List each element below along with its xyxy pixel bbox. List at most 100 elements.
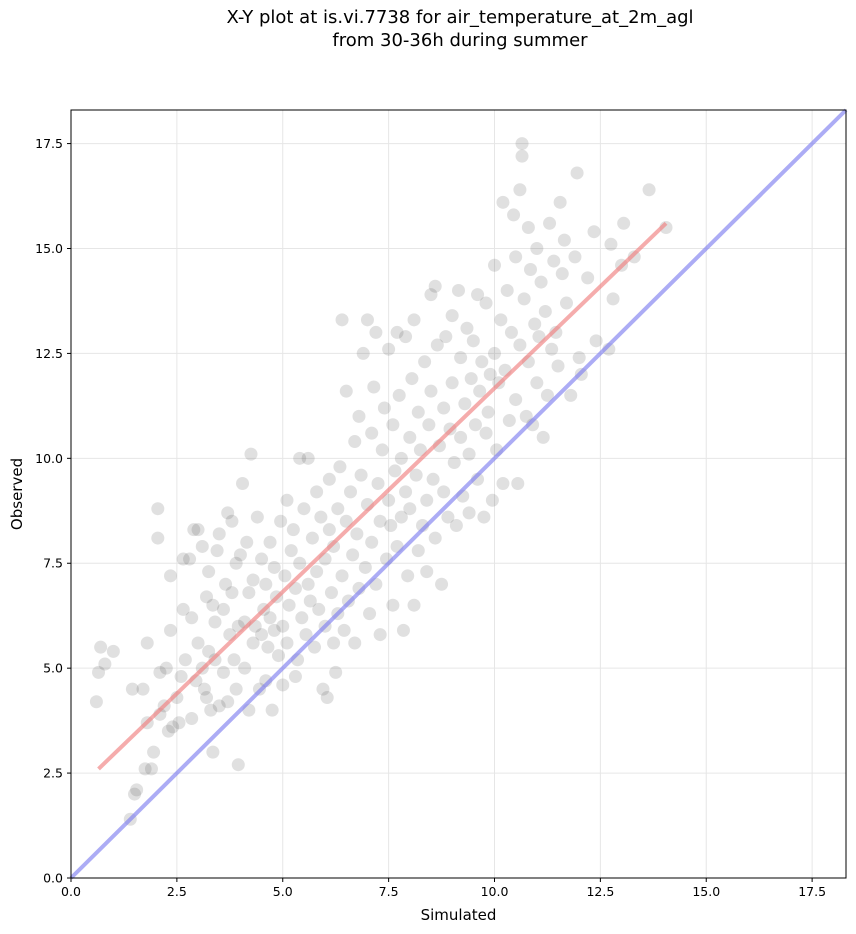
data-point (460, 321, 474, 335)
data-point (399, 330, 413, 344)
data-point (301, 577, 315, 591)
data-point (557, 233, 571, 247)
data-point (238, 661, 252, 675)
data-point (428, 531, 442, 545)
data-point (187, 523, 201, 537)
data-point (401, 569, 415, 583)
data-point (204, 703, 218, 717)
y-tick-label: 2.5 (43, 766, 63, 781)
data-point (278, 569, 292, 583)
data-point (293, 556, 307, 570)
data-point (369, 325, 383, 339)
data-point (308, 640, 322, 654)
data-point (545, 342, 559, 356)
data-point (468, 418, 482, 432)
data-point (538, 304, 552, 318)
data-point (352, 409, 366, 423)
data-point (350, 527, 364, 541)
data-point (272, 649, 286, 663)
data-point (267, 560, 281, 574)
data-point (159, 661, 173, 675)
data-point (185, 611, 199, 625)
data-point (333, 460, 347, 474)
data-point (441, 510, 455, 524)
data-point (399, 485, 413, 499)
data-point (225, 586, 239, 600)
data-point (439, 330, 453, 344)
data-point (390, 325, 404, 339)
data-point (94, 640, 108, 654)
data-point (386, 418, 400, 432)
data-point (572, 351, 586, 365)
data-point (265, 703, 279, 717)
data-point (551, 359, 565, 373)
data-point (346, 548, 360, 562)
data-point (471, 288, 485, 302)
data-point (536, 430, 550, 444)
data-point (392, 388, 406, 402)
data-point (176, 552, 190, 566)
data-point (496, 477, 510, 491)
axis-ticks: 0.0 2.5 5.0 7.5 10.0 12.5 15.0 17.5 0.0 2.5 5.0 7.5… (35, 136, 826, 899)
data-point (282, 598, 296, 612)
data-point (202, 644, 216, 658)
data-point (375, 443, 389, 457)
data-point (227, 653, 241, 667)
data-point (339, 384, 353, 398)
data-point (513, 183, 527, 197)
data-point (128, 787, 142, 801)
data-point (462, 447, 476, 461)
data-point (547, 254, 561, 268)
y-tick-label: 5.0 (43, 661, 63, 676)
data-point (365, 535, 379, 549)
data-point (322, 523, 336, 537)
data-point (435, 577, 449, 591)
data-point (244, 447, 258, 461)
data-point (310, 485, 324, 499)
data-point (403, 430, 417, 444)
data-point (504, 325, 518, 339)
data-point (147, 745, 161, 759)
data-point (229, 556, 243, 570)
data-point (475, 355, 489, 369)
data-point (447, 456, 461, 470)
data-point (255, 628, 269, 642)
data-point (528, 317, 542, 331)
data-point (259, 577, 273, 591)
chart-title: X-Y plot at is.vi.7738 for air_temperatu… (226, 7, 694, 51)
data-point (477, 510, 491, 524)
data-point (200, 590, 214, 604)
data-point (507, 208, 521, 222)
data-point (371, 477, 385, 491)
data-point (555, 267, 569, 281)
data-point (246, 636, 260, 650)
data-point (176, 602, 190, 616)
data-point (280, 636, 294, 650)
data-point (405, 372, 419, 386)
data-point (445, 376, 459, 390)
data-point (549, 325, 563, 339)
y-tick-label: 7.5 (43, 556, 63, 571)
data-point (263, 611, 277, 625)
data-point (335, 569, 349, 583)
data-point (428, 279, 442, 293)
data-point (329, 665, 343, 679)
data-point (164, 569, 178, 583)
data-point (420, 493, 434, 507)
data-point (479, 426, 493, 440)
data-point (246, 573, 260, 587)
data-point (164, 623, 178, 637)
data-point (267, 623, 281, 637)
data-point (174, 670, 188, 684)
plot-frame (70, 109, 847, 879)
data-point (564, 388, 578, 402)
data-point (420, 565, 434, 579)
data-point (454, 351, 468, 365)
data-point (521, 221, 535, 235)
data-point (225, 514, 239, 528)
data-point (382, 342, 396, 356)
data-point (130, 783, 144, 797)
data-point (276, 619, 290, 633)
data-point (515, 137, 529, 151)
